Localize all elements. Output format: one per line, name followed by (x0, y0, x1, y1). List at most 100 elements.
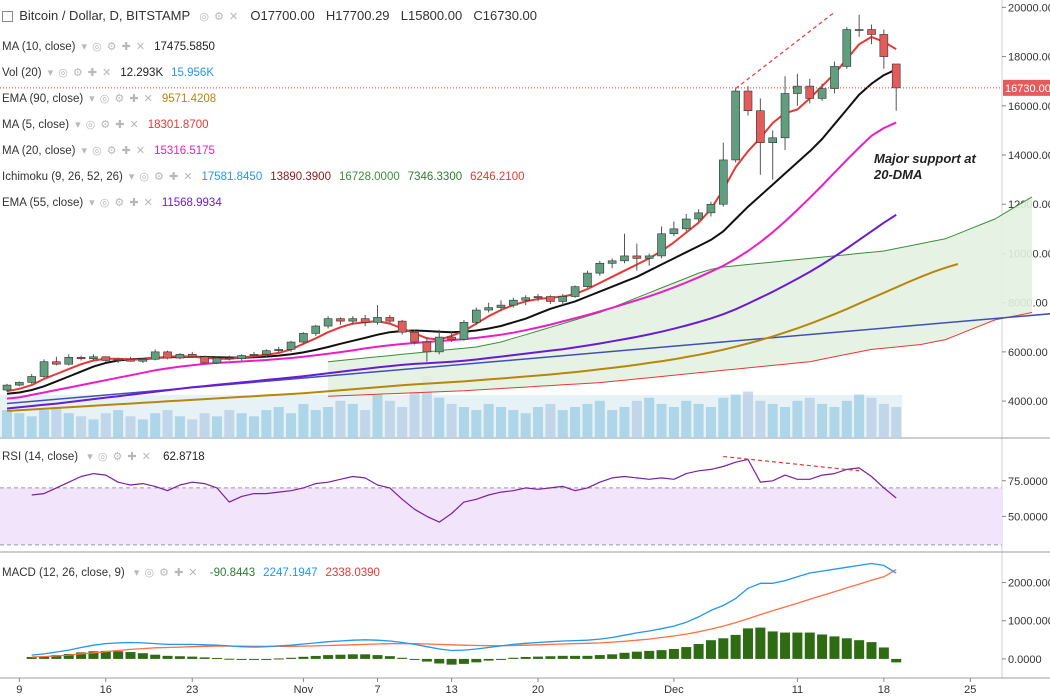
volume-bar (841, 400, 852, 438)
candle-body (274, 349, 284, 351)
legend-label-vol20[interactable]: Vol (20) (2, 67, 42, 79)
time-tick-label: 18 (878, 684, 890, 696)
volume-bar (520, 413, 531, 438)
legend-controls-icon[interactable]: ▾ ◎ ⚙ ✚ ✕ (89, 93, 154, 105)
legend-value-ema55-0: 11568.9934 (161, 197, 222, 209)
legend-value-vol20-1: 15.956K (171, 67, 214, 79)
ichimoku-span-b-line (328, 312, 1033, 397)
volume-bar (249, 416, 259, 438)
legend-label-ichimoku[interactable]: Ichimoku (9, 26, 52, 26) (2, 171, 123, 183)
candle (780, 76, 790, 151)
candle (496, 300, 506, 312)
candle (805, 78, 815, 104)
ichimoku-span-a-line (328, 196, 1033, 363)
candle (299, 332, 308, 344)
legend-controls-icon[interactable]: ▾ ◎ ⚙ ✚ ✕ (89, 197, 154, 209)
time-tick-label: 16 (100, 684, 112, 696)
candle (817, 83, 827, 101)
candle (879, 29, 889, 69)
macd-histogram-bar (273, 658, 284, 660)
candle (459, 319, 469, 341)
candle (138, 358, 148, 363)
candle-body (891, 63, 901, 89)
candle-body (471, 309, 481, 323)
volume-bar (187, 419, 198, 438)
legend-label-ma5[interactable]: MA (5, close) (2, 119, 70, 131)
macd-histogram-bar (421, 658, 432, 662)
candle (768, 130, 778, 180)
candle (447, 332, 456, 343)
last-price-label: 16730.00 (1005, 83, 1050, 95)
macd-histogram-bar (767, 631, 778, 659)
volume-bar (458, 407, 469, 438)
legend-value-ma10-0: 17475.5850 (154, 41, 215, 53)
legend-label-ma10[interactable]: MA (10, close) (2, 41, 76, 53)
macd-value-0: -90.8443 (209, 567, 256, 579)
macd-controls-icon[interactable]: ▾ ◎ ⚙ ✚ ✕ (133, 567, 199, 579)
legend-label-ma20[interactable]: MA (20, close) (2, 145, 76, 157)
rsi-label[interactable]: RSI (14, close) (2, 451, 79, 463)
series-controls-icon[interactable]: ◎ ⚙ ✕ (199, 11, 240, 23)
volume-bar (372, 394, 383, 438)
candle-body (323, 318, 333, 327)
legend-controls-icon[interactable]: ▾ ◎ ⚙ ✚ ✕ (47, 67, 113, 79)
candle-body (2, 384, 12, 391)
legend-row-ma10: MA (10, close) ▾ ◎ ⚙ ✚ ✕ 17475.5850 (2, 40, 223, 54)
legend-controls-icon[interactable]: ▾ ◎ ⚙ ✚ ✕ (75, 119, 140, 131)
volume-bar (273, 407, 284, 438)
volume-bar (483, 403, 494, 438)
candle (644, 253, 654, 266)
candle-body (27, 376, 37, 383)
macd-histogram-bar (63, 653, 74, 659)
legend-controls-icon[interactable]: ▾ ◎ ⚙ ✚ ✕ (81, 41, 147, 53)
legend-label-ema90[interactable]: EMA (90, close) (2, 93, 84, 105)
rsi-tick-label: 75.0000 (1008, 476, 1048, 488)
volume-bar (434, 397, 445, 438)
candle-body (632, 255, 642, 259)
macd-label[interactable]: MACD (12, 26, close, 9) (2, 567, 125, 579)
macd-histogram-bar (681, 647, 692, 659)
macd-histogram-bar (26, 657, 37, 659)
legend-controls-icon[interactable]: ▾ ◎ ⚙ ✚ ✕ (128, 171, 194, 183)
macd-histogram-bar (236, 658, 247, 660)
candle (373, 305, 382, 325)
legend-controls-icon[interactable]: ▾ ◎ ⚙ ✚ ✕ (81, 145, 147, 157)
last-price-badge (1003, 79, 1050, 96)
ohlc-open: O17700.00 (250, 8, 315, 23)
candle (521, 295, 531, 306)
volume-bar (360, 410, 371, 438)
volume-bar (730, 394, 741, 438)
macd-histogram-bar (372, 655, 383, 659)
legend-value-ichimoku-2: 16728.0000 (338, 171, 400, 183)
macd-histogram-bar (594, 655, 605, 659)
time-tick-label: Nov (294, 684, 314, 696)
candle-body (200, 356, 209, 364)
macd-histogram-bar (817, 634, 828, 659)
candle-body (830, 66, 839, 89)
volume-bar (508, 410, 519, 438)
macd-histogram-bar (668, 648, 679, 659)
volume-bar (100, 413, 111, 438)
collapse-icon[interactable] (2, 11, 13, 23)
candle (385, 314, 395, 324)
candle (891, 63, 901, 111)
volume-bar (347, 403, 358, 438)
volume-bar (39, 410, 50, 438)
candle (249, 351, 259, 358)
legend-label-ema55[interactable]: EMA (55, close) (2, 197, 84, 209)
candle (854, 14, 864, 37)
annotation-line1: Major support at (874, 151, 977, 166)
candle-body (583, 272, 592, 287)
rsi-controls-icon[interactable]: ▾ ◎ ⚙ ✚ ✕ (87, 451, 152, 463)
macd-tick-label: 1000.0000 (1008, 616, 1050, 628)
candle (546, 295, 555, 304)
candle-body (780, 93, 790, 139)
legend-value-ichimoku-0: 17581.8450 (201, 171, 263, 183)
macd-histogram-bar (335, 654, 346, 659)
candle (620, 233, 629, 264)
time-tick-label: 7 (374, 684, 380, 696)
candle (27, 374, 37, 384)
candle (694, 209, 703, 222)
ohlc-high: H17700.29 (325, 8, 390, 23)
